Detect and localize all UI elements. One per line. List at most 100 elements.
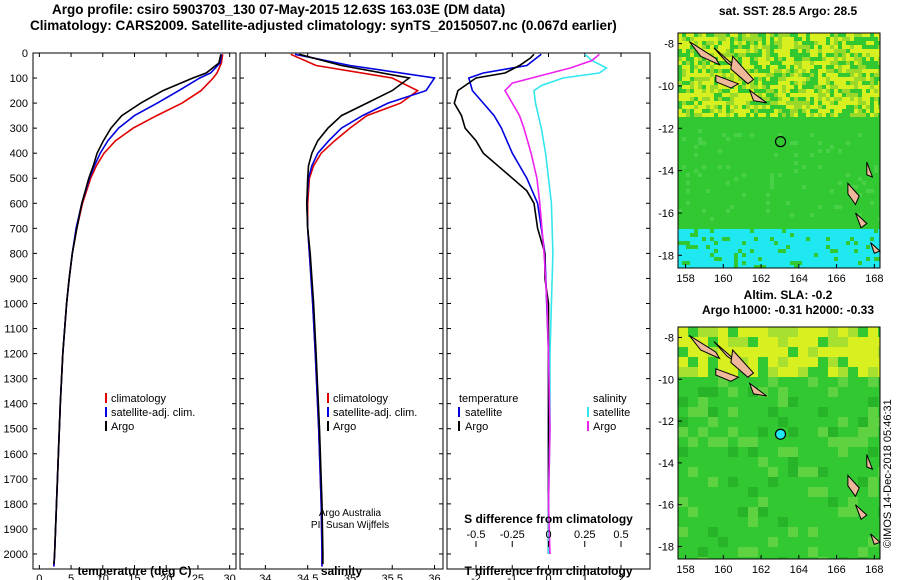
map-cell [850,241,854,245]
map-cell [862,89,866,93]
map-cell [858,81,862,85]
map-cell [714,253,718,257]
land-polygon [866,161,874,178]
map-cell [810,245,814,249]
map-cell [868,407,878,417]
map-cell [718,261,722,265]
y-tick-label: 1600 [4,449,28,461]
map-cell [858,233,862,237]
map-cell [718,249,722,253]
map-cell [774,253,778,257]
map-cell [798,77,802,81]
map-cell [858,61,862,65]
map-cell [818,265,822,268]
map-cell [828,387,838,397]
map-cell [694,85,698,89]
map-cell [826,249,830,253]
map-cell [866,49,870,53]
map-cell [822,45,826,49]
map-cell [714,49,718,53]
map-cell [868,327,878,337]
legend-label: climatology [111,393,167,405]
map-cell [768,327,778,337]
map-cell [770,73,774,77]
map-cell [878,241,880,245]
map-cell [708,417,718,427]
map-cell [862,261,866,265]
map-cell [694,41,698,45]
map-cell [798,33,802,37]
map-cell [758,497,768,507]
map-cell [694,57,698,61]
map-cell [794,73,798,77]
map-cell [842,77,846,81]
y-tick-label: 2000 [4,549,28,561]
map-cell [708,407,718,417]
map-cell [702,141,706,145]
map-cell [730,249,734,253]
map-cell [838,249,842,253]
map-cell [718,37,722,41]
y-tick-label: 1200 [4,349,28,361]
map-cell [768,377,778,387]
map-cell [688,467,698,477]
map-cell [838,97,842,101]
map-cell [738,327,748,337]
map-cell [734,249,738,253]
map-cell [806,257,810,261]
map-cell [694,253,698,257]
map-cell [830,37,834,41]
map-cell [766,229,770,233]
map-cell [828,497,838,507]
series-line [298,53,412,564]
map-cell [774,237,778,241]
x-tick-label: 0 [545,573,551,580]
map-cell [822,245,826,249]
map-cell [810,73,814,77]
map-cell [782,85,786,89]
map-cell [766,45,770,49]
x-tick-label: 2 [618,573,624,580]
map-cell [694,73,698,77]
map-cell [746,265,750,268]
map-cell [794,169,798,173]
map-cell [742,49,746,53]
map-cell [694,69,698,73]
map-cell [838,49,842,53]
map-cell [718,229,722,233]
map-cell [758,427,768,437]
map-cell [718,245,722,249]
map-cell [774,261,778,265]
map-cell [694,77,698,81]
map-cell [794,245,798,249]
map-cell [850,265,854,268]
map-cell [686,237,690,241]
map-cell [802,37,806,41]
map-cell [738,81,742,85]
map-cell [786,249,790,253]
map-cell [698,173,702,177]
map-cell [806,61,810,65]
map-cell [794,141,798,145]
map-cell [706,89,710,93]
map-cell [718,327,728,337]
map-cell [782,61,786,65]
map-cell [766,61,770,65]
map-cell [698,347,708,357]
map-cell [854,57,858,61]
map-cell [766,261,770,265]
map-cell [706,233,710,237]
map-cell [878,237,880,241]
map-cell [790,37,794,41]
map-cell [750,265,754,268]
map-cell [758,237,762,241]
map-cell [842,53,846,57]
map-cell [734,73,738,77]
map-cell [808,327,818,337]
map-cell [858,477,868,487]
map-cell [694,265,698,268]
map-cell [862,85,866,89]
map-cell [702,229,706,233]
map-cell [874,33,878,37]
map-cell [754,105,758,109]
